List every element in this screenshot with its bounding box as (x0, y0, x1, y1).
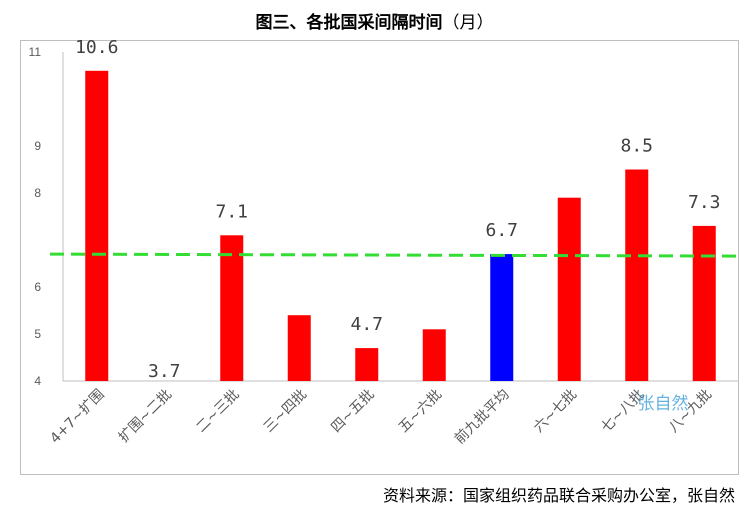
bar (490, 254, 514, 381)
y-tick-label: 5 (34, 327, 41, 341)
y-tick-label: 11 (29, 45, 42, 59)
data-label: 6.7 (485, 220, 518, 241)
bar (287, 315, 311, 381)
data-label: 4.7 (350, 314, 383, 335)
x-tick-label: 六~七批 (531, 387, 580, 436)
chart-title-text: 图三、各批国采间隔时间 (255, 13, 443, 33)
chart-title: 图三、各批国采间隔时间（月） (0, 8, 749, 33)
bar (625, 169, 649, 381)
y-tick-label: 9 (34, 139, 41, 153)
y-tick-label: 8 (34, 186, 41, 200)
data-label: 10.6 (75, 37, 118, 58)
bar (355, 348, 379, 381)
x-tick-label: 4+7~扩围 (47, 387, 107, 447)
data-label: 7.3 (688, 192, 721, 213)
x-tick-label: 四~五批 (328, 387, 377, 436)
y-tick-label: 6 (34, 280, 41, 294)
x-tick-label: 五~六批 (396, 387, 445, 436)
source-note: 资料来源：国家组织药品联合采购办公室，张自然 (382, 486, 735, 505)
y-tick-label: 4 (34, 374, 41, 388)
bar (85, 70, 109, 382)
chart-title-unit: （月） (442, 13, 494, 33)
bar (220, 235, 244, 381)
average-line (49, 252, 741, 258)
x-tick-label: 前九批平均 (451, 386, 513, 448)
data-label: 3.7 (148, 361, 181, 382)
bar (692, 225, 716, 381)
chart-frame (20, 40, 739, 475)
bar (557, 197, 581, 381)
x-tick-label: 二~三批 (193, 387, 242, 436)
bar (422, 329, 446, 381)
x-tick-label: 三~四批 (261, 387, 310, 436)
x-tick-label: 扩围~二批 (116, 387, 175, 446)
data-label: 7.1 (215, 201, 248, 222)
data-label: 8.5 (620, 136, 653, 157)
watermark-text: 张自然 (638, 394, 689, 414)
